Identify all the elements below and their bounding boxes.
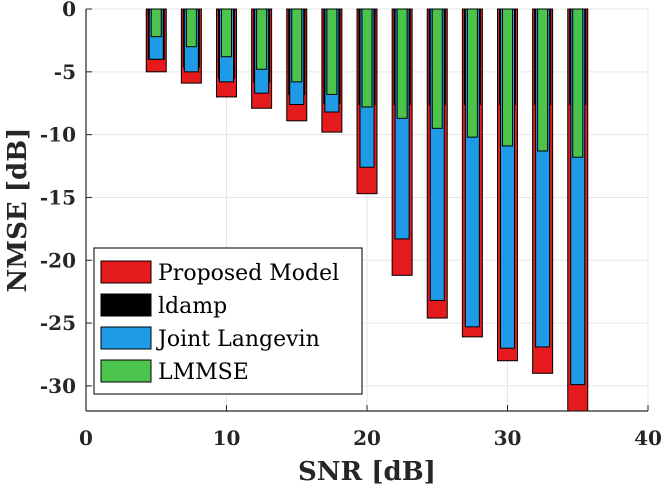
bar-lmmse-6: [361, 8, 373, 108]
legend-swatch-ldamp: [100, 293, 152, 317]
bar-lmmse-1: [185, 8, 197, 48]
tick-labels: 0 10 20 30 40 0 -5 -10 -15 -20 -25 -30: [40, 0, 662, 450]
bar-lmmse-0: [150, 8, 162, 38]
bar-lmmse-4: [291, 8, 303, 83]
bar-lmmse-5: [326, 8, 338, 95]
bar-lmmse-12: [572, 8, 584, 158]
y-axis-label: NMSE [dB]: [3, 128, 33, 293]
bar-lmmse-9: [466, 8, 478, 138]
y-tick-label: -15: [40, 185, 76, 209]
y-tick-label: -10: [40, 123, 76, 147]
bar-lmmse-10: [502, 8, 513, 147]
x-tick-label: 20: [353, 426, 381, 450]
y-tick-label: 0: [62, 0, 76, 21]
y-tick-label: -30: [40, 374, 76, 398]
legend-swatch-joint-langevin: [100, 326, 152, 350]
bar-lmmse-7: [396, 8, 408, 119]
bars: [145, 8, 589, 412]
y-tick-label: -5: [54, 60, 76, 84]
x-tick-label: 30: [494, 426, 522, 450]
legend-swatch-proposed-model: [100, 260, 152, 284]
x-tick-label: 40: [634, 426, 662, 450]
legend-swatch-lmmse: [100, 359, 152, 383]
y-tick-label: -25: [40, 311, 76, 335]
legend-label: Proposed Model: [158, 261, 339, 286]
legend-label: Joint Langevin: [156, 327, 320, 352]
legend-label: ldamp: [158, 294, 227, 319]
bar-lmmse-2: [221, 8, 232, 58]
axes: [85, 8, 649, 412]
x-tick-label: 10: [213, 426, 241, 450]
bar-lmmse-11: [537, 8, 549, 152]
x-tick-label: 0: [79, 426, 93, 450]
legend-label: LMMSE: [158, 360, 249, 385]
y-tick-label: -20: [40, 248, 76, 272]
x-axis-label: SNR [dB]: [298, 457, 436, 487]
legend: Proposed Model ldamp Joint Langevin LMMSE: [93, 247, 363, 395]
bar-lmmse-8: [431, 8, 443, 129]
bar-lmmse-3: [256, 8, 268, 70]
